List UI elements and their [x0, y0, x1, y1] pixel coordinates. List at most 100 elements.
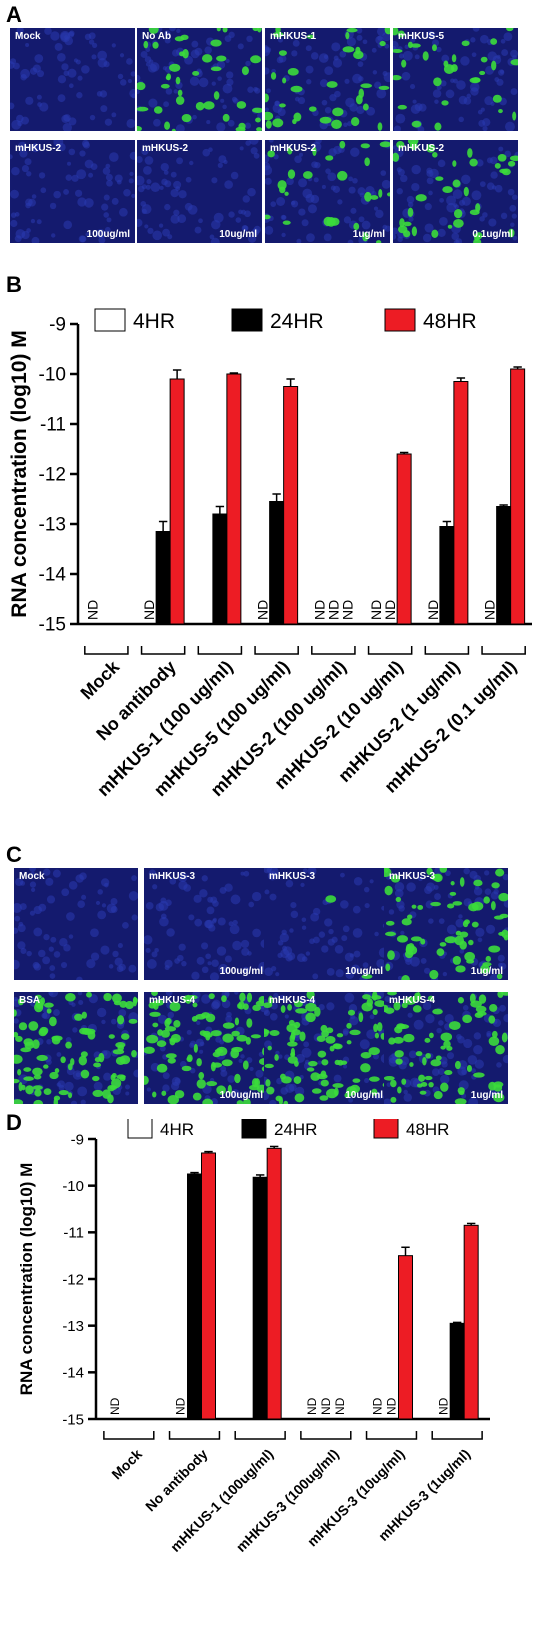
legend-label: 4HR — [133, 310, 175, 333]
legend-swatch — [241, 1119, 267, 1139]
category-label: Mock — [108, 1446, 145, 1483]
group-bracket — [365, 1431, 418, 1440]
legend-label: 48HR — [406, 1120, 449, 1139]
legend-swatch — [384, 308, 416, 332]
legend-label: 24HR — [270, 310, 324, 333]
panel-c-letter: C — [6, 842, 22, 867]
micrograph-label: mHKUS-5 — [398, 31, 445, 42]
micrograph-concentration: 1ug/ml — [470, 1090, 503, 1101]
group-bracket — [254, 646, 299, 655]
nd-label: ND — [325, 600, 341, 620]
micrograph-image: mHKUS-3 100ug/ml — [144, 868, 268, 980]
micrograph-image: mHKUS-4 1ug/ml — [384, 992, 508, 1104]
y-axis-label: RNA concentration (log10) M — [17, 1163, 36, 1396]
micrograph-label: mHKUS-4 — [269, 995, 316, 1006]
bar-48hr — [226, 373, 242, 625]
micrograph-label: mHKUS-3 — [389, 871, 436, 882]
nd-label: ND — [319, 1397, 333, 1415]
micrograph-label: BSA — [19, 995, 41, 1006]
micrograph-concentration: 1ug/ml — [352, 229, 385, 240]
bar-48hr — [453, 381, 469, 625]
legend-label: 48HR — [423, 310, 477, 333]
bar-24hr — [449, 1322, 465, 1420]
micrograph-label: mHKUS-2 — [398, 143, 445, 154]
group-bracket — [431, 1431, 483, 1440]
legend-swatch — [127, 1119, 153, 1139]
group-bracket — [168, 1431, 221, 1440]
y-tick-label: -10 — [62, 1178, 84, 1195]
micrograph-concentration: 10ug/ml — [219, 229, 257, 240]
nd-label: ND — [311, 600, 327, 620]
bar-48hr — [398, 1255, 413, 1420]
micrograph-label: mHKUS-3 — [149, 871, 196, 882]
legend-swatch — [231, 308, 263, 332]
bar-24hr — [439, 526, 455, 625]
nd-label: ND — [174, 1397, 188, 1415]
micrograph-concentration: 10ug/ml — [345, 966, 383, 977]
bar-48hr — [201, 1152, 216, 1420]
y-tick-label: -11 — [40, 415, 66, 436]
rna-concentration-chart-b: -9 -10 -11 -12 -13 -14 -15 RNA concentration (l… — [8, 308, 532, 800]
legend-label: 4HR — [160, 1120, 194, 1139]
bar-48hr — [396, 453, 412, 625]
nd-label: ND — [371, 1397, 385, 1415]
group-bracket — [311, 646, 356, 655]
micrograph-image: mHKUS-2 1ug/ml — [265, 140, 390, 243]
micrograph-image: mHKUS-4 100ug/ml — [144, 992, 268, 1104]
y-axis-label: RNA concentration (log10) M — [8, 330, 31, 617]
micrograph-label: Mock — [15, 31, 41, 42]
group-bracket — [481, 646, 526, 655]
group-bracket — [84, 646, 129, 655]
panel-a-letter: A — [6, 2, 22, 27]
bar-24hr — [269, 501, 285, 625]
bar-48hr — [510, 368, 526, 625]
micrograph-concentration: 100ug/ml — [86, 229, 130, 240]
micrograph-image: mHKUS-4 10ug/ml — [264, 992, 388, 1104]
nd-label: ND — [84, 600, 100, 620]
micrograph-image: mHKUS-2 0.1ug/ml — [393, 140, 518, 243]
nd-label: ND — [368, 600, 384, 620]
micrograph-label: mHKUS-1 — [270, 31, 317, 42]
bar-48hr — [169, 378, 185, 625]
group-bracket — [234, 1431, 286, 1440]
y-tick-label: -12 — [62, 1271, 84, 1288]
group-bracket — [424, 646, 470, 655]
micrograph-image: mHKUS-5 — [393, 28, 518, 131]
nd-label: ND — [305, 1397, 319, 1415]
legend-label: 24HR — [274, 1120, 317, 1139]
micrograph-image: mHKUS-3 1ug/ml — [384, 868, 508, 980]
y-tick-label: -14 — [62, 1365, 84, 1382]
rna-concentration-chart-d: -9 -10 -11 -12 -13 -14 -15 RNA concentration (l… — [17, 1119, 490, 1555]
bar-48hr — [283, 386, 299, 625]
micrograph-image: mHKUS-2 10ug/ml — [137, 140, 262, 243]
micrograph-label: mHKUS-2 — [142, 143, 189, 154]
legend-swatch — [94, 308, 126, 332]
nd-label: ND — [482, 600, 498, 620]
panel-b-letter: B — [6, 272, 22, 297]
y-tick-label: -9 — [71, 1131, 84, 1148]
y-tick-label: -15 — [39, 615, 66, 636]
micrograph-image: mHKUS-2 100ug/ml — [10, 140, 135, 243]
nd-label: ND — [108, 1397, 122, 1415]
y-tick-label: -15 — [62, 1411, 84, 1428]
micrograph-label: Mock — [19, 871, 45, 882]
micrograph-concentration: 1ug/ml — [470, 966, 503, 977]
micrograph-image: Mock — [10, 28, 135, 131]
panel-d-letter: D — [6, 1110, 22, 1135]
micrograph-image: mHKUS-3 10ug/ml — [264, 868, 388, 980]
nd-label: ND — [255, 600, 271, 620]
bar-24hr — [187, 1173, 202, 1420]
micrograph-label: No Ab — [142, 31, 172, 42]
micrograph-concentration: 100ug/ml — [219, 1090, 263, 1101]
micrograph-concentration: 100ug/ml — [219, 966, 263, 977]
micrograph-image: No Ab — [137, 28, 262, 131]
nd-label: ND — [333, 1397, 347, 1415]
group-bracket — [140, 646, 186, 655]
bar-48hr — [463, 1224, 479, 1420]
y-tick-label: -10 — [39, 365, 66, 386]
y-tick-label: -11 — [63, 1225, 84, 1242]
y-tick-label: -12 — [39, 465, 66, 486]
bar-48hr — [266, 1147, 282, 1420]
category-label: No antibody — [142, 1446, 211, 1515]
group-bracket — [103, 1431, 155, 1440]
